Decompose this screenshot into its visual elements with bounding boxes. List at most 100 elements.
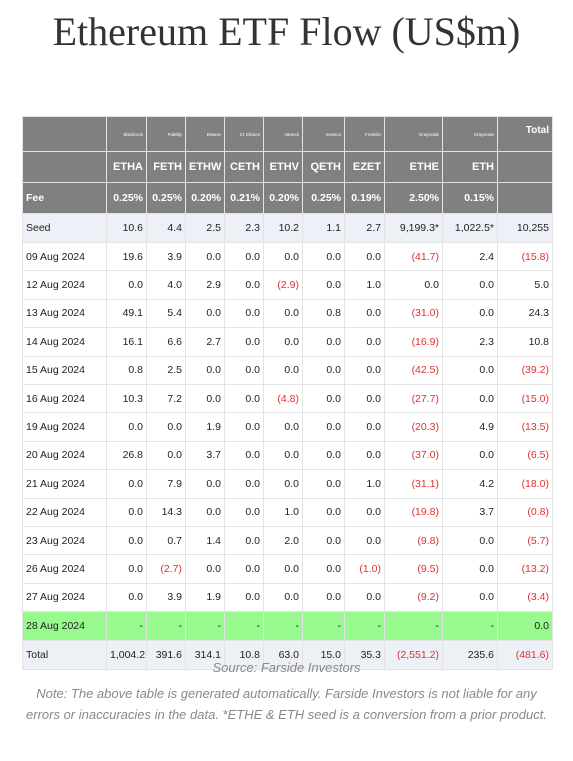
flow-cell: (9.8) [384,525,443,556]
flow-cell: 0.0 [185,469,225,499]
flow-cell: 4.4 [146,213,186,243]
row-date-label: 09 Aug 2024 [22,241,107,272]
flow-cell: (1.0) [344,554,385,584]
flow-cell: 0.0 [263,412,303,442]
flow-cell: 0.0 [384,270,443,300]
flow-cell: 0.0 [106,554,147,584]
flow-cell: 0.0 [302,497,345,527]
flow-cell: (37.0) [384,440,443,471]
flow-cell: 7.2 [146,383,186,414]
flow-cell: 0.0 [263,440,303,471]
row-date-label: Seed [22,213,107,243]
table-row: 14 Aug 2024 16.1 6.6 2.7 0.0 0.0 0.0 0.0 (16.9) 2… [22,327,553,357]
flow-cell: 1.0 [263,497,303,527]
flow-cell: 9,199.3* [384,213,443,243]
table-row: 28 Aug 2024- - - - - - - - -0.0 [22,611,553,642]
flow-cell: 26.8 [106,440,147,471]
ticker-symbol: ETHW [185,151,225,183]
flow-cell: 63.0 [263,640,303,671]
fee-value: 0.19% [344,182,385,214]
flow-cell: 7.9 [146,469,186,499]
flow-cell: 0.0 [185,554,225,584]
issuer-name: Vaneck [263,116,303,152]
flow-cell: 2.3 [442,327,498,357]
flow-cell: 0.8 [302,298,345,329]
flow-cell: (42.5) [384,355,443,385]
total-row: Total 1,004.2 391.6 314.1 10.8 63.0 15.0 35.3 (2… [22,640,553,671]
flow-cell: - [384,611,443,642]
table-row: 16 Aug 2024 10.3 7.2 0.0 0.0 (4.8) 0.0 0.0 (27.7… [22,383,553,414]
flow-cell: 1.9 [185,582,225,613]
table-row: 26 Aug 2024 0.0 (2.7) 0.0 0.0 0.0 0.0 (1.0) (9.5… [22,554,553,584]
flow-cell: 2.7 [185,327,225,357]
issuer-name: Franklin [344,116,385,152]
issuer-header-row: Blackrock Fidelity Bitwise 21 Shares Vaneck I… [22,116,553,152]
flow-cell: 0.0 [344,525,385,556]
flow-cell: 10.2 [263,213,303,243]
flow-cell: (19.8) [384,497,443,527]
row-date-label: 20 Aug 2024 [22,440,107,471]
flow-cell: 0.0 [442,383,498,414]
flow-cell: 0.0 [185,298,225,329]
flow-cell: 0.0 [302,554,345,584]
flow-cell: 0.0 [224,298,264,329]
row-total-cell: 0.0 [497,611,553,642]
flow-cell: 15.0 [302,640,345,671]
flow-cell: 4.9 [442,412,498,442]
flow-cell: 0.0 [224,327,264,357]
flow-cell: 0.8 [106,355,147,385]
flow-cell: 0.0 [302,412,345,442]
flow-cell: (2.7) [146,554,186,584]
flow-cell: - [344,611,385,642]
row-date-label: 16 Aug 2024 [22,383,107,414]
flow-cell: 0.0 [442,554,498,584]
flow-cell: 0.0 [302,241,345,272]
row-total-cell: (15.0) [497,383,553,414]
source-line: Source: Farside Investors [212,660,361,675]
flow-cell: 0.0 [344,241,385,272]
flow-cell: 0.0 [224,241,264,272]
flow-cell: 0.0 [224,440,264,471]
issuer-name: Blackrock [106,116,147,152]
flow-cell: 10.6 [106,213,147,243]
flow-cell: 2.5 [185,213,225,243]
flow-cell: 0.0 [344,355,385,385]
flow-cell: 0.0 [302,383,345,414]
ticker-symbol: ETH [442,151,498,183]
flow-cell: 0.0 [263,554,303,584]
row-total-cell: (15.8) [497,241,553,272]
row-date-label: 27 Aug 2024 [22,582,107,613]
seed-row: Seed 10.6 4.4 2.5 2.3 10.2 1.1 2.7 9,199.3* 1,022… [22,213,553,243]
fee-value: 0.20% [185,182,225,214]
row-total-cell: (13.2) [497,554,553,584]
row-total-cell: 10.8 [497,327,553,357]
table-row: 27 Aug 2024 0.0 3.9 1.9 0.0 0.0 0.0 0.0 (9.2) 0.0… [22,582,553,613]
flow-cell: 0.0 [224,355,264,385]
flow-cell: 0.0 [106,270,147,300]
row-total-cell: (18.0) [497,469,553,499]
flow-cell: 0.0 [263,298,303,329]
row-date-label: 26 Aug 2024 [22,554,107,584]
ticker-symbol: EZET [344,151,385,183]
flow-cell: 0.0 [302,270,345,300]
issuer-name: Bitwise [185,116,225,152]
flow-cell: 3.9 [146,582,186,613]
table-row: 20 Aug 2024 26.8 0.0 3.7 0.0 0.0 0.0 0.0 (37.0) 0… [22,440,553,471]
flow-cell: 10.8 [224,640,264,671]
flow-cell: 3.9 [146,241,186,272]
flow-cell: 0.0 [106,469,147,499]
flow-cell: 0.0 [263,241,303,272]
flow-cell: 1,022.5* [442,213,498,243]
issuer-name: 21 Shares [224,116,264,152]
flow-cell: 2.9 [185,270,225,300]
table-row: 12 Aug 2024 0.0 4.0 2.9 0.0 (2.9) 0.0 1.0 0.0 0.0… [22,270,553,300]
row-date-label: 15 Aug 2024 [22,355,107,385]
flow-cell: 1.0 [344,270,385,300]
flow-cell: (9.2) [384,582,443,613]
row-total-cell: (13.5) [497,412,553,442]
row-date-label: 28 Aug 2024 [22,611,107,642]
flow-cell: 0.0 [302,525,345,556]
issuer-name: Grayscale [384,116,443,152]
flow-cell: - [442,611,498,642]
flow-cell: 1.1 [302,213,345,243]
